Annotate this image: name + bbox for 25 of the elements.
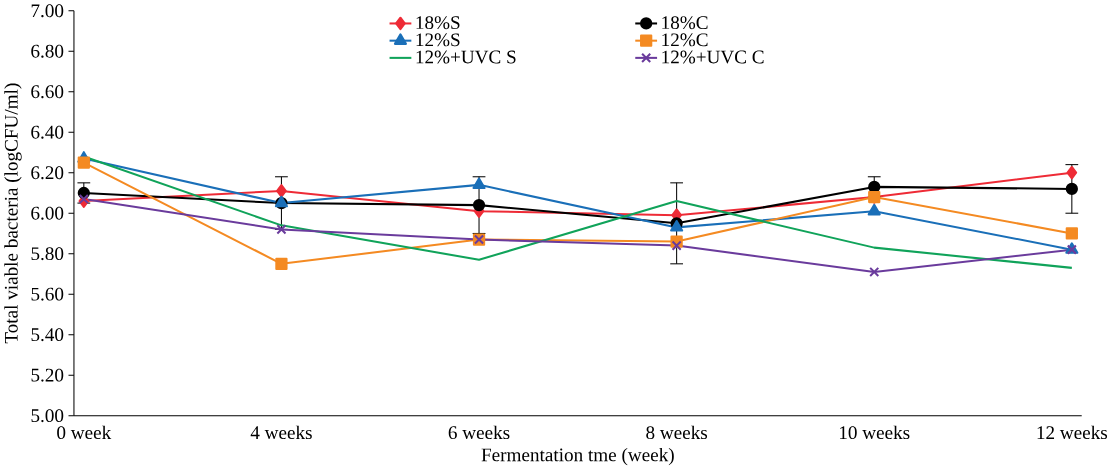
x-tick-label: 0 week [57, 425, 112, 439]
x-tick-label: 10 weeks [840, 425, 910, 439]
y-tick-label: 5.60 [31, 287, 64, 301]
x-tick-label: 4 weeks [250, 425, 312, 439]
x-tick-label: 6 weeks [448, 425, 510, 439]
y-tick-label: 5.20 [31, 368, 64, 382]
y-tick-label: 6.80 [31, 44, 64, 58]
legend-label: 12%+UVC C [662, 50, 764, 64]
y-tick-label: 5.00 [31, 408, 64, 422]
legend-label: 18%C [662, 15, 708, 29]
legend-label: 12%C [662, 33, 708, 47]
x-axis-title: Fermentation tme (week) [481, 447, 674, 465]
y-tick-label: 6.40 [31, 125, 64, 139]
y-axis-title: Total viable bacteria (logCFU/ml) [4, 83, 22, 344]
legend-label: 12%S [416, 33, 460, 47]
y-tick-label: 6.60 [31, 84, 64, 99]
y-tick-label: 6.00 [31, 206, 64, 220]
y-tick-label: 5.80 [31, 246, 64, 260]
legend-label: 12%+UVC S [416, 50, 516, 64]
y-tick-label: 6.20 [31, 165, 64, 179]
legend-label: 18%S [416, 15, 460, 29]
y-tick-label: 5.40 [31, 327, 64, 341]
x-tick-label: 8 weeks [646, 425, 708, 439]
x-tick-label: 12 weeks [1037, 425, 1108, 439]
y-tick-label: 7.00 [31, 4, 64, 18]
